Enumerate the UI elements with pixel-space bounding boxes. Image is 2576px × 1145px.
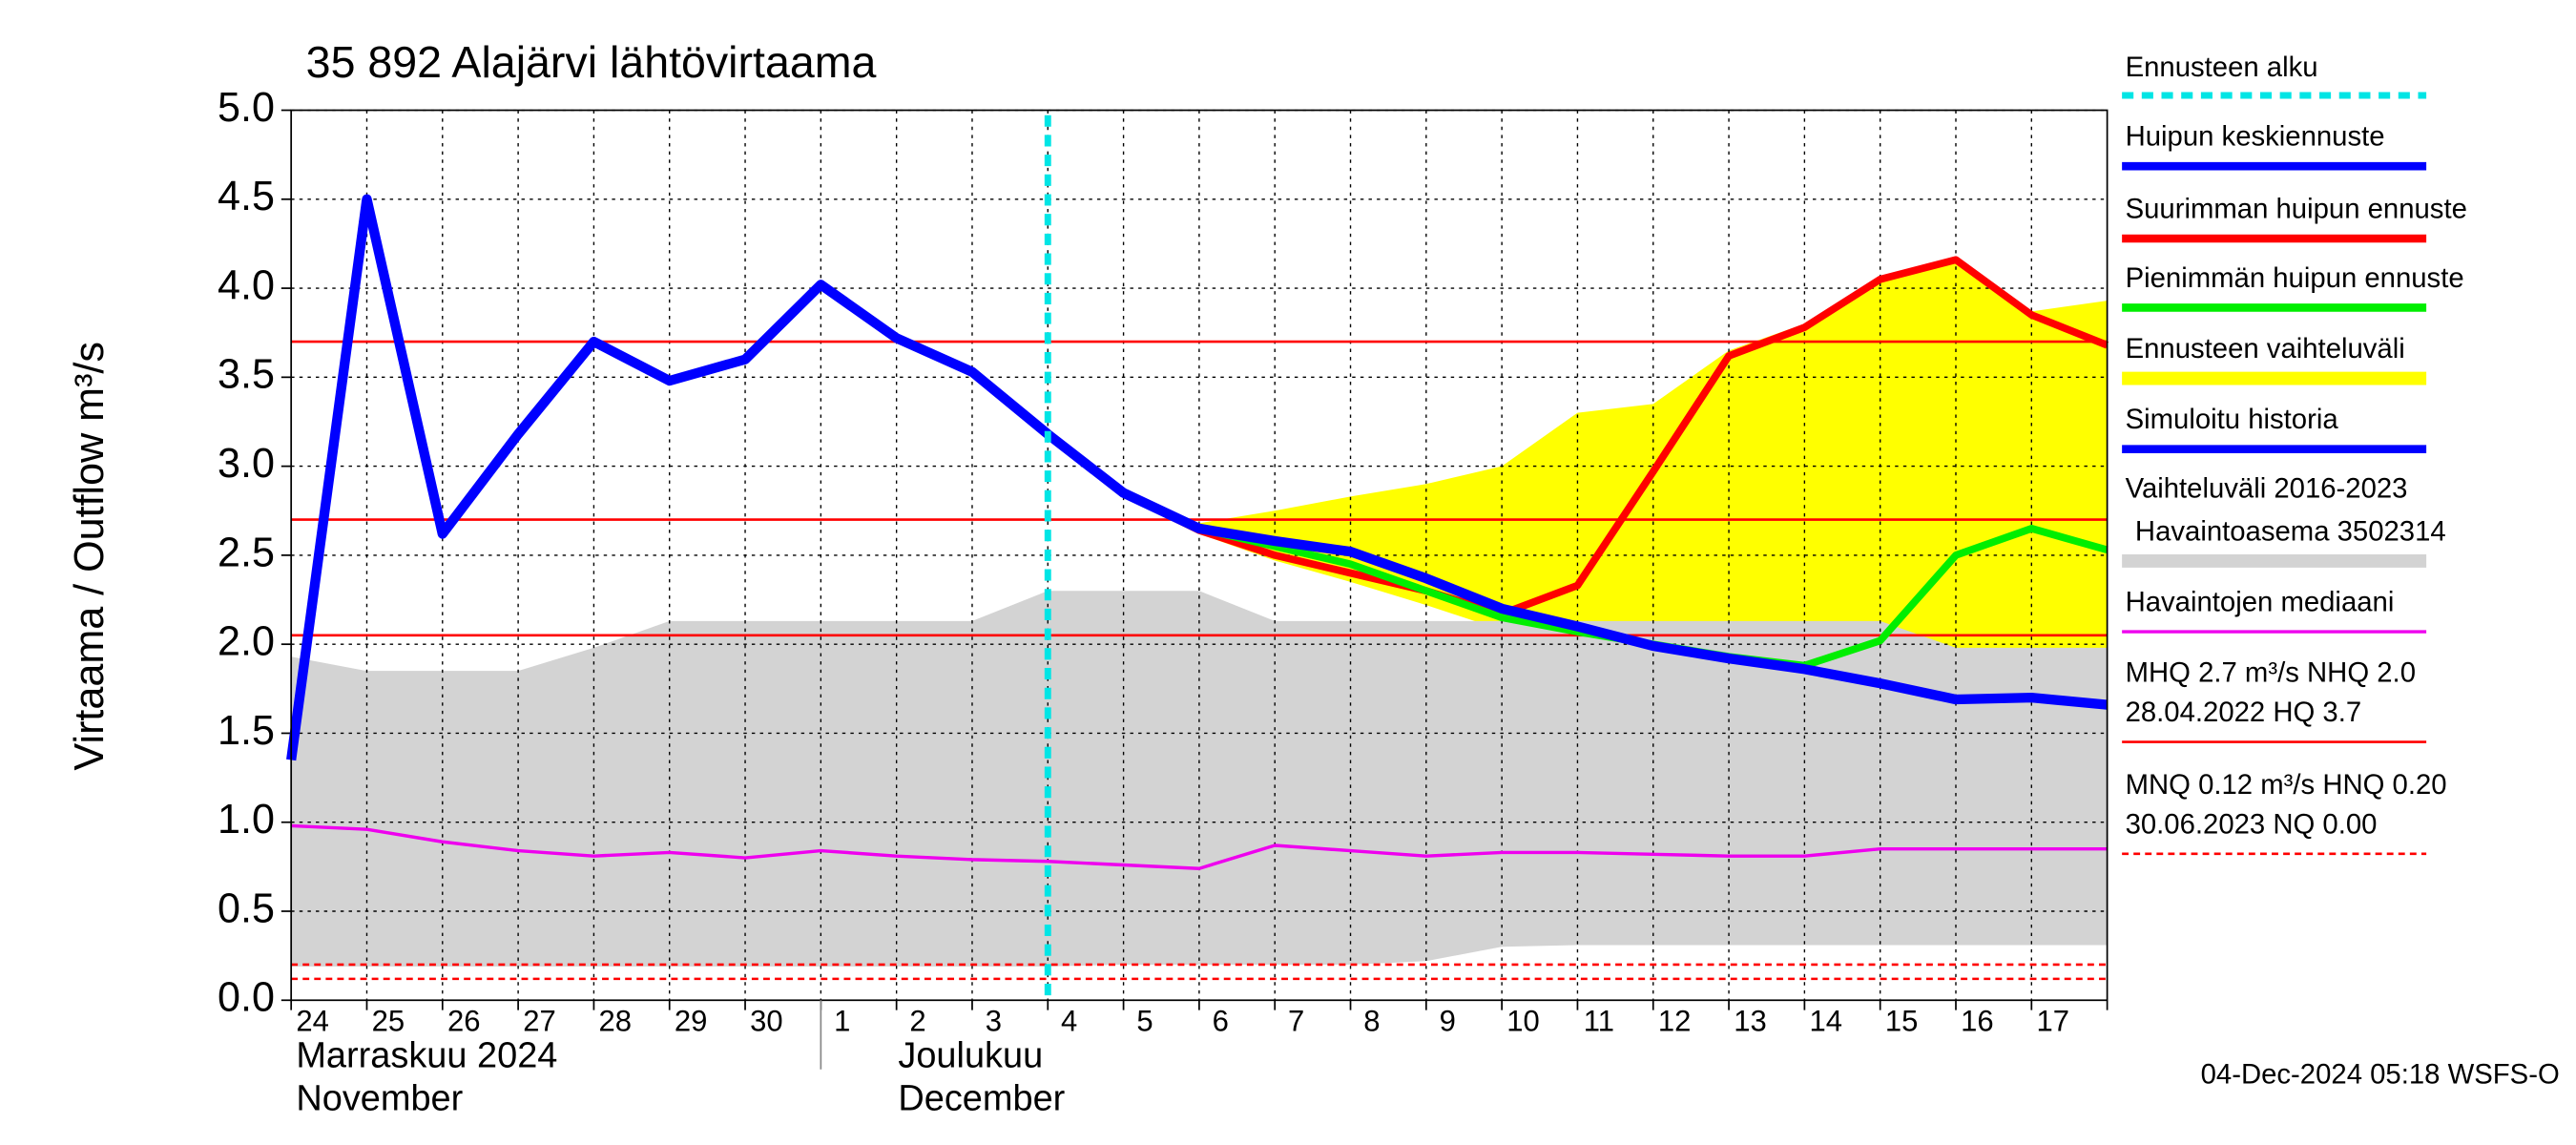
legend-label: 30.06.2023 NQ 0.00 <box>2126 808 2378 840</box>
series-line <box>1045 429 2109 710</box>
month-label: December <box>898 1078 1065 1118</box>
y-tick-label: 1.5 <box>218 708 275 754</box>
x-tick-label: 4 <box>1061 1005 1077 1038</box>
legend-label: Ennusteen vaihteluväli <box>2126 333 2405 364</box>
x-tick-label: 5 <box>1136 1005 1153 1038</box>
month-label: Marraskuu 2024 <box>296 1036 557 1076</box>
legend-label: Huipun keskiennuste <box>2126 121 2385 153</box>
x-tick-label: 6 <box>1213 1005 1229 1038</box>
series-line <box>291 823 2108 870</box>
month-label: Joulukuu <box>898 1036 1043 1076</box>
series-line <box>1045 256 2109 618</box>
y-axis-label: Virtaama / Outflow m³/s <box>67 342 113 770</box>
x-tick-label: 1 <box>834 1005 850 1038</box>
x-tick-label: 9 <box>1440 1005 1456 1038</box>
legend-label: Simuloitu historia <box>2126 404 2339 435</box>
x-tick-label: 8 <box>1363 1005 1380 1038</box>
chart-title: 35 892 Alajärvi lähtövirtaama <box>306 37 877 87</box>
x-tick-label: 16 <box>1961 1005 1994 1038</box>
x-tick-label: 12 <box>1658 1005 1692 1038</box>
legend-label: Vaihteluväli 2016-2023 <box>2126 473 2408 505</box>
x-tick-label: 7 <box>1288 1005 1304 1038</box>
x-tick-label: 30 <box>750 1005 783 1038</box>
legend-label: Ennusteen alku <box>2126 52 2318 83</box>
plot-frame <box>290 109 2109 1002</box>
x-tick-label: 14 <box>1810 1005 1843 1038</box>
x-tick-label: 24 <box>296 1005 328 1038</box>
y-tick-label: 1.0 <box>218 797 275 843</box>
y-tick-label: 4.5 <box>218 174 275 219</box>
y-tick-label: 3.5 <box>218 352 275 398</box>
x-tick-label: 10 <box>1506 1005 1540 1038</box>
legend-label: Pienimmän huipun ennuste <box>2126 262 2464 294</box>
x-tick-label: 29 <box>675 1005 708 1038</box>
legend-label: Havaintoasema 3502314 <box>2135 515 2446 547</box>
x-tick-label: 3 <box>986 1005 1002 1038</box>
x-tick-label: 11 <box>1584 1005 1614 1038</box>
x-tick-label: 26 <box>447 1005 481 1038</box>
y-tick-label: 2.5 <box>218 530 275 575</box>
y-tick-label: 5.0 <box>218 85 275 131</box>
y-tick-label: 4.0 <box>218 262 275 308</box>
legend-label: MNQ 0.12 m³/s HNQ 0.20 <box>2126 769 2447 801</box>
series-line <box>286 194 1051 761</box>
x-tick-label: 13 <box>1734 1005 1767 1038</box>
timestamp: 04-Dec-2024 05:18 WSFS-O <box>2201 1058 2560 1090</box>
x-tick-label: 15 <box>1885 1005 1919 1038</box>
y-tick-label: 0.5 <box>218 885 275 931</box>
legend-label: Havaintojen mediaani <box>2126 587 2395 618</box>
legend-label: Suurimman huipun ennuste <box>2126 193 2467 224</box>
x-tick-label: 17 <box>2036 1005 2069 1038</box>
month-label: November <box>296 1078 463 1118</box>
x-tick-label: 2 <box>909 1005 925 1038</box>
x-tick-label: 27 <box>523 1005 556 1038</box>
x-tick-label: 25 <box>372 1005 405 1038</box>
x-tick-label: 28 <box>599 1005 633 1038</box>
y-tick-label: 0.0 <box>218 975 275 1021</box>
y-tick-label: 2.0 <box>218 619 275 665</box>
legend-label: 28.04.2022 HQ 3.7 <box>2126 697 2362 728</box>
legend-label: MHQ 2.7 m³/s NHQ 2.0 <box>2126 657 2416 689</box>
y-tick-label: 3.0 <box>218 441 275 487</box>
